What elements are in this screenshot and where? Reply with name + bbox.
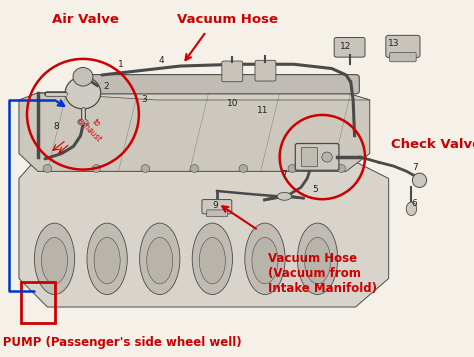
Ellipse shape bbox=[304, 237, 331, 284]
Ellipse shape bbox=[42, 237, 67, 284]
Text: 5: 5 bbox=[312, 185, 318, 194]
Ellipse shape bbox=[190, 165, 199, 172]
Ellipse shape bbox=[192, 223, 233, 295]
Ellipse shape bbox=[322, 152, 332, 162]
FancyBboxPatch shape bbox=[222, 61, 243, 82]
FancyBboxPatch shape bbox=[301, 147, 318, 167]
Text: 6: 6 bbox=[412, 199, 418, 208]
Ellipse shape bbox=[412, 173, 427, 187]
Ellipse shape bbox=[147, 237, 173, 284]
FancyBboxPatch shape bbox=[202, 200, 232, 214]
Text: 1: 1 bbox=[118, 60, 124, 69]
Ellipse shape bbox=[92, 165, 100, 172]
Text: Check Valve: Check Valve bbox=[391, 138, 474, 151]
Text: 2: 2 bbox=[104, 82, 109, 91]
Text: 7: 7 bbox=[282, 170, 287, 180]
Polygon shape bbox=[19, 157, 389, 307]
Ellipse shape bbox=[277, 192, 292, 200]
Text: Vacuum Hose: Vacuum Hose bbox=[177, 13, 278, 26]
Text: 7: 7 bbox=[412, 163, 418, 172]
Ellipse shape bbox=[337, 165, 346, 172]
Text: Air Valve: Air Valve bbox=[52, 13, 119, 26]
Text: 12: 12 bbox=[340, 42, 352, 51]
Ellipse shape bbox=[73, 67, 93, 86]
Text: Vacuum Hose
(Vacuum from
Intake Manifold): Vacuum Hose (Vacuum from Intake Manifold… bbox=[268, 252, 377, 295]
FancyBboxPatch shape bbox=[255, 60, 276, 81]
Ellipse shape bbox=[87, 223, 127, 295]
Ellipse shape bbox=[43, 165, 52, 172]
Text: 8: 8 bbox=[53, 122, 59, 131]
Ellipse shape bbox=[139, 223, 180, 295]
Ellipse shape bbox=[245, 223, 285, 295]
Text: 10: 10 bbox=[227, 99, 238, 108]
Ellipse shape bbox=[298, 223, 337, 295]
Ellipse shape bbox=[406, 202, 417, 216]
Text: 4: 4 bbox=[158, 56, 164, 65]
Ellipse shape bbox=[141, 165, 150, 172]
Ellipse shape bbox=[78, 119, 88, 125]
Text: 13: 13 bbox=[388, 39, 399, 48]
Ellipse shape bbox=[239, 165, 247, 172]
FancyBboxPatch shape bbox=[390, 52, 416, 62]
Text: 11: 11 bbox=[257, 106, 269, 115]
Text: AIR PUMP (Passenger's side wheel well): AIR PUMP (Passenger's side wheel well) bbox=[0, 336, 242, 348]
Ellipse shape bbox=[94, 237, 120, 284]
FancyBboxPatch shape bbox=[334, 37, 365, 57]
Polygon shape bbox=[38, 93, 370, 100]
Bar bbox=[21, 282, 55, 323]
FancyBboxPatch shape bbox=[207, 210, 228, 217]
Ellipse shape bbox=[65, 77, 100, 109]
Text: 3: 3 bbox=[142, 95, 147, 105]
FancyBboxPatch shape bbox=[89, 75, 359, 94]
FancyBboxPatch shape bbox=[295, 144, 339, 170]
Ellipse shape bbox=[200, 237, 226, 284]
Ellipse shape bbox=[34, 223, 75, 295]
Ellipse shape bbox=[288, 165, 297, 172]
Text: 9: 9 bbox=[213, 201, 219, 211]
Ellipse shape bbox=[252, 237, 278, 284]
Text: to
exhaust: to exhaust bbox=[75, 109, 110, 145]
Polygon shape bbox=[19, 93, 370, 171]
FancyBboxPatch shape bbox=[386, 35, 420, 57]
